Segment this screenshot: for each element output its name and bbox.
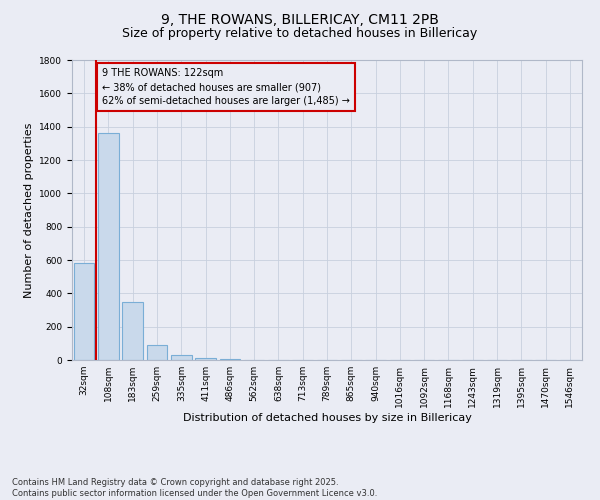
- Bar: [122, 302, 143, 360]
- X-axis label: Distribution of detached houses by size in Billericay: Distribution of detached houses by size …: [182, 412, 472, 422]
- Bar: [146, 345, 167, 360]
- Text: 9 THE ROWANS: 122sqm
← 38% of detached houses are smaller (907)
62% of semi-deta: 9 THE ROWANS: 122sqm ← 38% of detached h…: [103, 68, 350, 106]
- Text: Size of property relative to detached houses in Billericay: Size of property relative to detached ho…: [122, 28, 478, 40]
- Bar: [195, 358, 216, 360]
- Y-axis label: Number of detached properties: Number of detached properties: [24, 122, 34, 298]
- Bar: [74, 264, 94, 360]
- Bar: [98, 134, 119, 360]
- Bar: [171, 355, 191, 360]
- Bar: [220, 359, 240, 360]
- Text: Contains HM Land Registry data © Crown copyright and database right 2025.
Contai: Contains HM Land Registry data © Crown c…: [12, 478, 377, 498]
- Text: 9, THE ROWANS, BILLERICAY, CM11 2PB: 9, THE ROWANS, BILLERICAY, CM11 2PB: [161, 12, 439, 26]
